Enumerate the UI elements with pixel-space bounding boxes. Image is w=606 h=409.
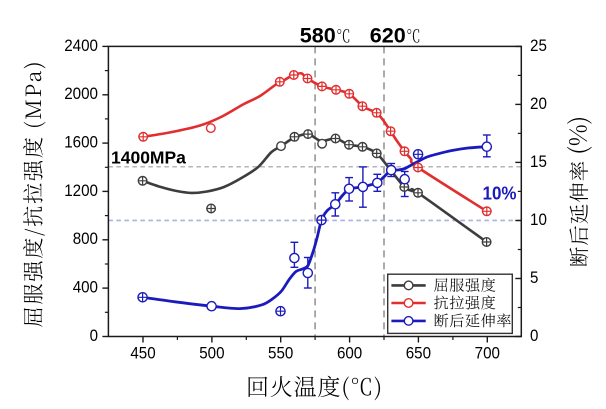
svg-text:0: 0 xyxy=(90,327,98,345)
svg-text:580: 580 xyxy=(300,24,336,47)
svg-text:5: 5 xyxy=(530,269,538,287)
svg-text:0: 0 xyxy=(530,327,538,345)
svg-text:10: 10 xyxy=(530,211,547,229)
svg-text:600: 600 xyxy=(337,344,362,362)
svg-text:2400: 2400 xyxy=(64,37,98,55)
svg-text:500: 500 xyxy=(199,344,224,362)
svg-text:25: 25 xyxy=(530,37,547,55)
svg-text:700: 700 xyxy=(475,344,500,362)
svg-text:15: 15 xyxy=(530,153,547,171)
svg-text:1600: 1600 xyxy=(64,134,98,152)
svg-text:450: 450 xyxy=(130,344,155,362)
svg-text:650: 650 xyxy=(406,344,431,362)
svg-text:800: 800 xyxy=(73,230,98,248)
svg-text:1200: 1200 xyxy=(64,182,98,200)
svg-text:400: 400 xyxy=(73,279,98,297)
svg-text:2000: 2000 xyxy=(64,85,98,103)
svg-text:550: 550 xyxy=(268,344,293,362)
svg-text:10%: 10% xyxy=(483,183,517,204)
svg-text:20: 20 xyxy=(530,95,547,113)
svg-text:1400MPa: 1400MPa xyxy=(111,147,186,167)
svg-text:620: 620 xyxy=(370,24,406,47)
